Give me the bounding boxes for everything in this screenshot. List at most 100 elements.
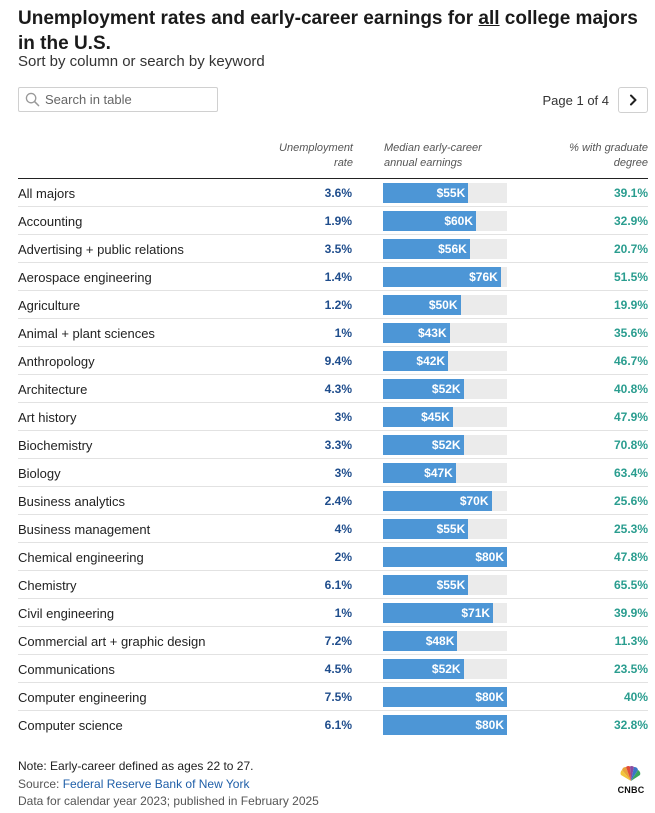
earnings-label: $52K [431, 662, 461, 676]
earnings-bar: $60K [383, 211, 476, 231]
table-row: Accounting 1.9% $60K 32.9% [18, 207, 648, 235]
earnings-bar: $50K [383, 295, 461, 315]
earnings-label: $70K [459, 494, 489, 508]
graduate-degree-rate: 39.1% [613, 186, 648, 200]
header-divider [18, 178, 648, 179]
earnings-bar: $80K [383, 687, 507, 707]
table-row: All majors 3.6% $55K 39.1% [18, 179, 648, 207]
earnings-bar: $55K [383, 519, 469, 539]
unemployment-rate: 1.9% [324, 214, 352, 228]
source-link[interactable]: Federal Reserve Bank of New York [62, 777, 250, 791]
major-name: Communications [18, 662, 115, 677]
column-header-earnings[interactable]: Median early-career annual earnings [384, 141, 514, 171]
major-name: Computer science [18, 718, 123, 733]
earnings-bar-track: $48K [383, 631, 507, 651]
unemployment-rate: 9.4% [324, 354, 352, 368]
next-page-button[interactable] [618, 87, 648, 113]
earnings-label: $71K [461, 606, 491, 620]
earnings-label: $52K [431, 438, 461, 452]
earnings-bar-track: $56K [383, 239, 507, 259]
column-header-line: rate [334, 157, 353, 169]
earnings-label: $55K [436, 578, 466, 592]
table-row: Biochemistry 3.3% $52K 70.8% [18, 431, 648, 459]
unemployment-rate: 6.1% [324, 718, 352, 732]
major-name: Civil engineering [18, 606, 115, 621]
source-label: Source: [18, 777, 63, 791]
column-header-line: annual earnings [384, 157, 463, 169]
column-header-line: % with graduate [569, 142, 648, 154]
graduate-degree-rate: 23.5% [613, 662, 648, 676]
major-name: Commercial art + graphic design [18, 634, 206, 649]
graduate-degree-rate: 63.4% [613, 466, 648, 480]
earnings-bar-track: $70K [383, 491, 507, 511]
earnings-bar-track: $76K [383, 267, 507, 287]
logo-text: CNBC [617, 785, 645, 795]
unemployment-rate: 3.6% [324, 186, 352, 200]
table-row: Computer engineering 7.5% $80K 40% [18, 683, 648, 711]
earnings-bar-track: $45K [383, 407, 507, 427]
earnings-bar-track: $55K [383, 183, 507, 203]
major-name: Biology [18, 466, 61, 481]
major-name: Biochemistry [18, 438, 93, 453]
major-name: Architecture [18, 382, 88, 397]
footnote: Note: Early-career defined as ages 22 to… [18, 759, 254, 773]
earnings-label: $42K [416, 354, 446, 368]
unemployment-rate: 3.5% [324, 242, 352, 256]
column-header-line: degree [613, 157, 648, 169]
earnings-label: $52K [431, 382, 461, 396]
table-row: Agriculture 1.2% $50K 19.9% [18, 291, 648, 319]
earnings-bar: $52K [383, 659, 464, 679]
earnings-bar: $48K [383, 631, 458, 651]
earnings-bar-track: $80K [383, 715, 507, 735]
graduate-degree-rate: 25.6% [613, 494, 648, 508]
graduate-degree-rate: 32.8% [613, 718, 648, 732]
earnings-label: $80K [475, 550, 504, 564]
table-body: All majors 3.6% $55K 39.1% Accounting 1.9% $60… [18, 179, 648, 739]
unemployment-rate: 6.1% [324, 578, 352, 592]
graduate-degree-rate: 40% [623, 690, 648, 704]
earnings-bar-track: $55K [383, 575, 507, 595]
source-line: Source: Federal Reserve Bank of New York [18, 777, 249, 791]
earnings-label: $80K [475, 690, 504, 704]
earnings-bar-track: $52K [383, 379, 507, 399]
unemployment-rate: 7.2% [324, 634, 352, 648]
earnings-label: $80K [475, 718, 504, 732]
earnings-label: $50K [428, 298, 458, 312]
graduate-degree-rate: 11.3% [614, 634, 648, 648]
unemployment-rate: 1% [334, 606, 352, 620]
table-row: Commercial art + graphic design 7.2% $48K 1… [18, 627, 648, 655]
graduate-degree-rate: 46.7% [613, 354, 648, 368]
graduate-degree-rate: 47.8% [613, 550, 648, 564]
graduate-degree-rate: 32.9% [613, 214, 648, 228]
earnings-bar: $45K [383, 407, 453, 427]
major-name: Advertising + public relations [18, 242, 184, 257]
earnings-bar-track: $55K [383, 519, 507, 539]
table-row: Communications 4.5% $52K 23.5% [18, 655, 648, 683]
earnings-bar-track: $71K [383, 603, 507, 623]
table-row: Anthropology 9.4% $42K 46.7% [18, 347, 648, 375]
earnings-label: $55K [436, 522, 466, 536]
graduate-degree-rate: 20.7% [613, 242, 648, 256]
earnings-bar: $55K [383, 575, 469, 595]
earnings-bar: $56K [383, 239, 470, 259]
search-input[interactable] [45, 92, 205, 107]
search-box[interactable] [18, 87, 218, 112]
column-header-line: Unemployment [279, 142, 353, 154]
column-header-unemployment[interactable]: Unemployment rate [243, 141, 353, 171]
earnings-bar: $70K [383, 491, 492, 511]
major-name: Aerospace engineering [18, 270, 152, 285]
column-header-graduate-degree[interactable]: % with graduate degree [528, 141, 648, 171]
graduate-degree-rate: 70.8% [613, 438, 648, 452]
unemployment-rate: 3.3% [324, 438, 352, 452]
earnings-bar-track: $50K [383, 295, 507, 315]
unemployment-rate: 4.5% [324, 662, 352, 676]
unemployment-rate: 4% [334, 522, 352, 536]
earnings-bar: $76K [383, 267, 501, 287]
table-row: Biology 3% $47K 63.4% [18, 459, 648, 487]
earnings-bar-track: $60K [383, 211, 507, 231]
unemployment-rate: 7.5% [324, 690, 352, 704]
page-subtitle: Sort by column or search by keyword [18, 53, 265, 70]
major-name: Art history [18, 410, 77, 425]
graduate-degree-rate: 19.9% [613, 298, 648, 312]
table-row: Advertising + public relations 3.5% $56K 20… [18, 235, 648, 263]
